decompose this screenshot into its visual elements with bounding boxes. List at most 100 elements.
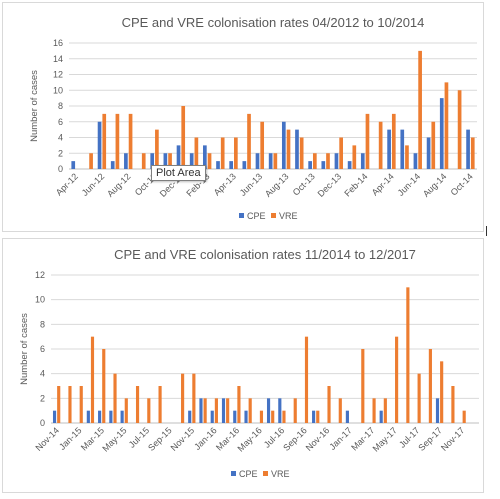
cpe-bar: [150, 153, 155, 169]
vre-bar: [312, 153, 317, 169]
y-tick-label: 12: [53, 70, 63, 80]
y-tick-label: 2: [40, 393, 45, 403]
x-tick-label: Apr-13: [212, 171, 238, 197]
chart-panel-1: CPE and VRE colonisation rates 04/2012 t…: [2, 2, 484, 232]
vre-bar: [135, 386, 140, 423]
chart-title: CPE and VRE colonisation rates 04/2012 t…: [122, 15, 425, 30]
x-tick-label: Jan-17: [327, 425, 354, 452]
chart-2-svg: CPE and VRE colonisation rates 11/2014 t…: [19, 247, 479, 479]
cpe-bar: [334, 153, 339, 169]
vre-bar: [158, 386, 162, 423]
vre-bar: [259, 410, 264, 423]
x-tick-label: Jan-16: [192, 425, 219, 452]
cpe-bar: [109, 410, 113, 423]
vre-bar: [273, 153, 278, 169]
legend-swatch-cpe: [239, 213, 244, 218]
vre-bar: [378, 121, 383, 169]
x-tick-label: Sep-16: [281, 425, 309, 453]
cpe-bar: [233, 410, 237, 423]
y-tick-label: 2: [58, 148, 63, 158]
cpe-bar: [387, 129, 391, 169]
y-tick-label: 8: [58, 101, 63, 111]
vre-bar: [457, 90, 462, 169]
cpe-bar: [345, 410, 349, 423]
vre-bar: [431, 121, 436, 169]
x-tick-label: Aug-14: [421, 171, 449, 199]
cpe-bar: [435, 398, 440, 423]
vre-bar: [194, 137, 199, 169]
panel-divider-tick: [486, 226, 487, 236]
vre-bar: [192, 373, 196, 423]
vre-bar: [395, 336, 399, 423]
cpe-bar: [120, 410, 124, 423]
vre-bar: [102, 113, 107, 169]
cpe-bar: [210, 410, 214, 423]
x-tick-label: Jun-13: [238, 171, 265, 198]
vre-bar: [89, 153, 93, 169]
vre-bar: [299, 137, 304, 169]
vre-bar: [234, 137, 238, 169]
vre-bar: [147, 398, 151, 423]
x-tick-label: Apr-14: [370, 171, 396, 197]
vre-bar: [203, 398, 207, 423]
vre-bar: [405, 145, 409, 169]
y-tick-label: 6: [40, 344, 45, 354]
cpe-bar: [439, 98, 444, 169]
vre-bar: [226, 398, 230, 423]
cpe-bar: [268, 153, 273, 169]
cpe-bar: [71, 161, 76, 169]
legend-swatch-vre: [263, 471, 268, 476]
vre-bar: [237, 386, 241, 423]
cpe-bar: [466, 129, 470, 169]
x-tick-label: Apr-12: [54, 171, 80, 197]
vre-bar: [181, 106, 186, 169]
y-axis-title: Number of cases: [19, 313, 30, 385]
vre-bar: [361, 349, 365, 423]
vre-bar: [115, 113, 120, 169]
vre-bar: [128, 113, 133, 169]
y-tick-label: 10: [35, 295, 45, 305]
vre-bar: [327, 386, 331, 423]
vre-bar: [181, 373, 185, 423]
legend-swatch-cpe: [231, 471, 236, 476]
y-axis-title: Number of cases: [29, 70, 40, 142]
cpe-bar: [242, 161, 247, 169]
vre-bar: [462, 410, 466, 423]
cpe-bar: [360, 153, 365, 169]
vre-bar: [352, 145, 357, 169]
vre-bar: [372, 398, 376, 423]
chart-panel-2: CPE and VRE colonisation rates 11/2014 t…: [2, 238, 484, 493]
vre-bar: [316, 410, 320, 423]
vre-bar: [444, 82, 449, 169]
x-tick-label: Oct-14: [449, 171, 475, 197]
cpe-bar: [189, 153, 194, 169]
x-tick-label: Aug-13: [263, 171, 291, 199]
vre-bar: [428, 349, 432, 423]
cpe-bar: [295, 129, 299, 169]
vre-bar: [338, 398, 342, 423]
y-tick-label: 16: [53, 38, 63, 48]
vre-bar: [440, 361, 444, 423]
vre-bar: [470, 137, 475, 169]
cpe-bar: [86, 410, 90, 423]
y-tick-label: 12: [35, 270, 45, 280]
cpe-bar: [124, 153, 128, 169]
chart-title: CPE and VRE colonisation rates 11/2014 t…: [114, 247, 416, 262]
x-tick-label: May-15: [100, 425, 128, 453]
vre-bar: [391, 113, 396, 169]
x-tick-label: Oct-13: [291, 171, 317, 197]
cpe-bar: [244, 410, 248, 423]
x-tick-label: Sep-15: [146, 425, 174, 453]
vre-bar: [260, 121, 265, 169]
y-tick-label: 10: [53, 85, 63, 95]
vre-bar: [113, 373, 117, 423]
vre-bar: [124, 398, 128, 423]
legend-label-vre: VRE: [279, 211, 298, 221]
y-tick-label: 4: [58, 133, 63, 143]
cpe-bar: [413, 153, 418, 169]
vre-bar: [220, 137, 225, 169]
vre-bar: [326, 153, 330, 169]
x-tick-label: Nov-14: [33, 425, 61, 453]
vre-bar: [383, 398, 387, 423]
vre-bar: [155, 129, 159, 169]
